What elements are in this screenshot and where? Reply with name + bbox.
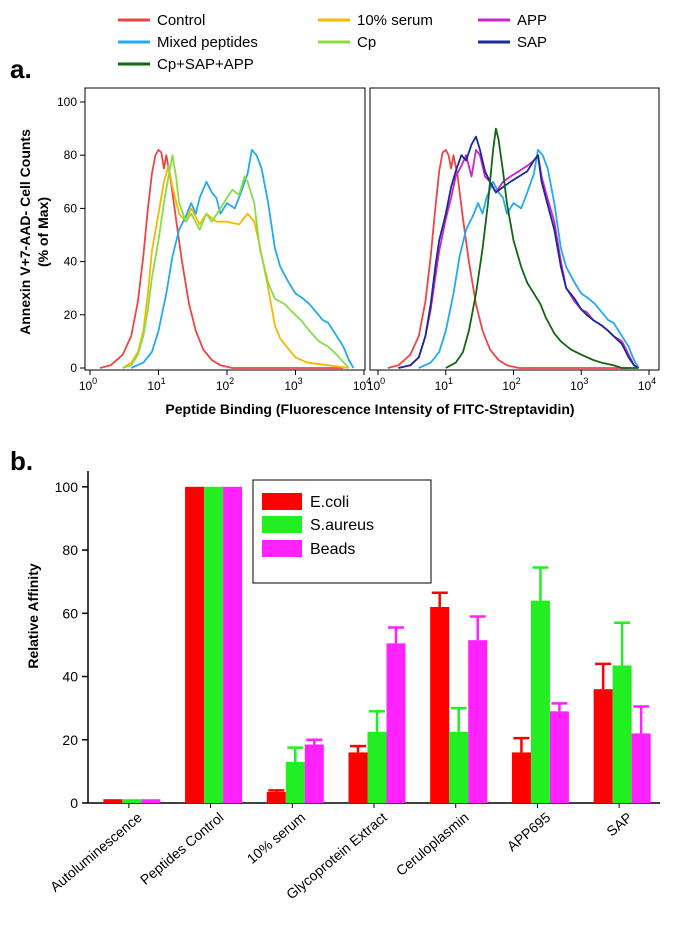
bar-glycoprotein-extract-e-coli: [348, 752, 368, 803]
legend-b-swatch-beads: [262, 540, 302, 557]
bar-sap-beads: [631, 733, 651, 803]
panel-a-ylabel-line1: Annexin V+7-AAD- Cell Counts: [17, 129, 33, 335]
y-tick-label-b-0: 0: [70, 795, 78, 811]
y-tick-label-a-3: 60: [64, 201, 78, 215]
category-label-peptides-control: Peptides Control: [137, 809, 227, 888]
panel-a-xlabel: Peptide Binding (Fluorescence Intensity …: [165, 401, 574, 417]
y-tick-label-b-2: 40: [62, 669, 78, 685]
series-line-right-cp-sap-app: [445, 127, 639, 369]
y-tick-label-b-5: 100: [55, 479, 79, 495]
bar-peptides-control-s-aureus: [204, 486, 224, 803]
legend-a-item-control: Control: [118, 12, 205, 29]
panel-a-letter: a.: [10, 54, 32, 84]
panel-b-bars: [103, 486, 651, 803]
legend-b-item-saureus: S.aureus: [262, 516, 374, 534]
legend-a-item-cp: Cp: [318, 34, 376, 51]
legend-a-item-cp-sap-app: Cp+SAP+APP: [118, 56, 254, 73]
legend-a-label-sap: SAP: [517, 34, 547, 51]
panel-b-ylabel: Relative Affinity: [25, 563, 41, 668]
x-tick-label-right-4: 104: [638, 376, 656, 393]
bar-autoluminescence-s-aureus: [122, 799, 142, 803]
bar-app695-e-coli: [511, 752, 531, 803]
y-tick-label-a-1: 20: [64, 308, 78, 322]
bar-ceruloplasmin-beads: [468, 640, 488, 803]
x-tick-label-right-0: 100: [367, 376, 385, 393]
panel-a-right-series: [387, 127, 640, 369]
bar-autoluminescence-e-coli: [103, 799, 123, 803]
legend-b-item-ecoli: E.coli: [262, 493, 349, 511]
bar-10-serum-s-aureus: [285, 761, 305, 803]
panel-a-legend: Control 10% serum APP Mixed peptides Cp …: [118, 12, 547, 73]
bar-10-serum-beads: [304, 744, 324, 803]
panel-b-letter: b.: [10, 446, 33, 476]
bar-ceruloplasmin-e-coli: [430, 606, 450, 803]
series-line-left-control: [99, 149, 344, 369]
panel-a-left-y-ticks: 0 20 40 60 80 100: [57, 95, 85, 375]
y-tick-label-b-4: 80: [62, 542, 78, 558]
series-line-left-cp: [122, 154, 350, 369]
y-tick-label-a-4: 80: [64, 148, 78, 162]
panel-a-right-frame: [369, 87, 660, 371]
x-tick-label-right-3: 103: [570, 376, 588, 393]
legend-a-label-control: Control: [157, 12, 205, 29]
legend-b-swatch-ecoli: [262, 493, 302, 510]
panel-a-ylabel: Annexin V+7-AAD- Cell Counts (% of Max): [17, 129, 51, 335]
legend-a-item-mixed-peptides: Mixed peptides: [118, 34, 258, 51]
x-tick-label-right-1: 101: [435, 376, 453, 393]
y-tick-label-b-3: 60: [62, 605, 78, 621]
legend-a-label-mixed-peptides: Mixed peptides: [157, 34, 258, 51]
bar-ceruloplasmin-s-aureus: [449, 731, 469, 803]
panel-b-axes: 0 20 40 60 80 100: [55, 471, 660, 811]
x-tick-label-right-2: 102: [502, 376, 520, 393]
y-tick-label-b-1: 20: [62, 732, 78, 748]
category-label-10-serum: 10% serum: [244, 809, 309, 867]
x-tick-label-left-0: 100: [79, 376, 97, 393]
series-line-right-sap: [398, 135, 639, 369]
category-label-ceruloplasmin: Ceruloplasmin: [393, 809, 472, 879]
x-tick-label-left-4: 104: [353, 376, 371, 393]
legend-a-label-cp: Cp: [357, 34, 376, 51]
panel-a-left-series: [99, 149, 355, 369]
legend-a-item-sap: SAP: [478, 34, 547, 51]
bar-app695-s-aureus: [530, 600, 550, 803]
series-line-left-mixed-peptides: [130, 149, 355, 369]
bar-peptides-control-e-coli: [185, 486, 205, 803]
panel-b-legend: E.coli S.aureus Beads: [252, 479, 432, 584]
legend-a-label-cp-sap-app: Cp+SAP+APP: [157, 56, 254, 73]
x-tick-label-left-3: 103: [284, 376, 302, 393]
x-tick-label-left-2: 102: [216, 376, 234, 393]
bar-peptides-control-beads: [223, 486, 243, 803]
y-tick-label-a-0: 0: [70, 361, 77, 375]
panel-a-left-x-ticks: 100 101 102 103 104: [79, 370, 371, 393]
category-label-autoluminescence: Autoluminescence: [47, 809, 145, 895]
legend-b-item-beads: Beads: [262, 540, 355, 558]
legend-a-item-app: APP: [478, 12, 547, 29]
panel-a-right-x-ticks: 100 101 102 103 104: [367, 370, 656, 393]
category-label-sap: SAP: [603, 809, 635, 839]
x-tick-label-left-1: 101: [147, 376, 165, 393]
panel-a-left-frame: [84, 87, 366, 371]
bar-sap-e-coli: [593, 689, 613, 803]
legend-b-label-beads: Beads: [310, 541, 355, 558]
bar-autoluminescence-beads: [141, 799, 161, 803]
bar-10-serum-e-coli: [266, 791, 286, 803]
legend-b-swatch-saureus: [262, 516, 302, 533]
bar-app695-beads: [549, 711, 569, 803]
bar-glycoprotein-extract-beads: [386, 643, 406, 803]
series-line-right-mixed-peptides: [418, 149, 640, 369]
series-line-right-control: [387, 149, 629, 369]
bar-glycoprotein-extract-s-aureus: [367, 731, 387, 803]
legend-b-label-ecoli: E.coli: [310, 494, 349, 511]
y-tick-label-a-2: 40: [64, 255, 78, 269]
legend-a-item-10pct-serum: 10% serum: [318, 12, 433, 29]
bar-sap-s-aureus: [612, 665, 632, 803]
category-label-app695: APP695: [504, 809, 554, 854]
legend-b-label-saureus: S.aureus: [310, 517, 374, 534]
legend-a-label-app: APP: [517, 12, 547, 29]
y-tick-label-a-5: 100: [57, 95, 77, 109]
legend-a-label-10pct-serum: 10% serum: [357, 12, 433, 29]
panel-a-ylabel-line2: (% of Max): [35, 197, 51, 267]
